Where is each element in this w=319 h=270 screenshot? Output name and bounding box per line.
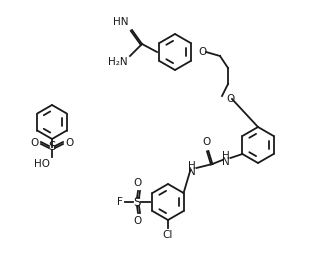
Text: F: F <box>117 197 123 207</box>
Text: N: N <box>222 157 229 167</box>
Text: O: O <box>198 47 206 57</box>
Text: O: O <box>31 138 39 148</box>
Text: H₂N: H₂N <box>108 57 128 67</box>
Text: HN: HN <box>113 17 128 27</box>
Text: O: O <box>134 216 142 226</box>
Text: HO: HO <box>34 159 50 169</box>
Text: O: O <box>65 138 73 148</box>
Text: S: S <box>133 195 141 208</box>
Text: Cl: Cl <box>163 230 173 240</box>
Text: O: O <box>134 178 142 188</box>
Text: N: N <box>188 167 196 177</box>
Text: S: S <box>48 140 56 154</box>
Text: O: O <box>226 94 234 104</box>
Text: O: O <box>202 137 211 147</box>
Text: H: H <box>222 151 229 161</box>
Text: H: H <box>188 161 196 171</box>
